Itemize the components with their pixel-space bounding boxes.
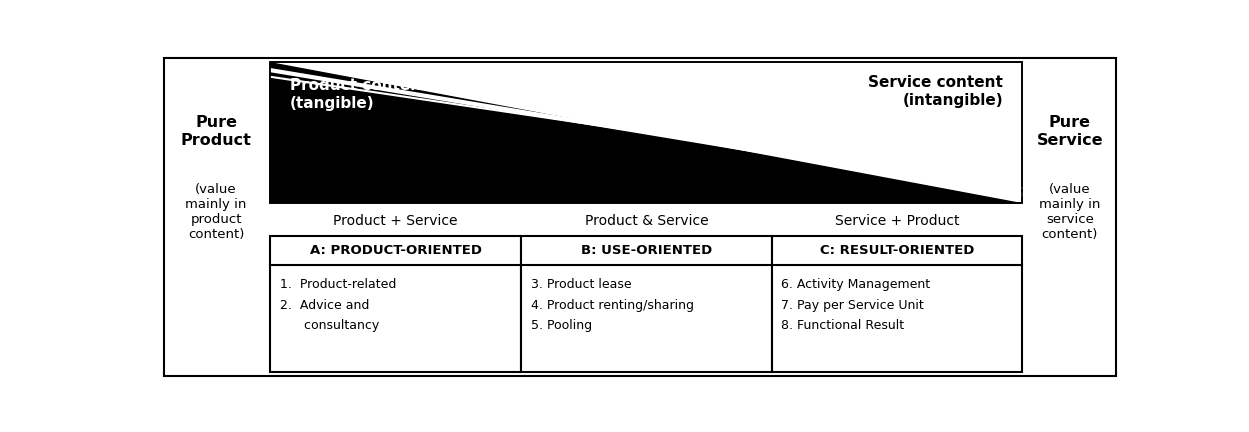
Text: Product & Service: Product & Service [585, 214, 708, 229]
Bar [521, 236, 772, 372]
Text: Product content
(tangible): Product content (tangible) [290, 79, 428, 111]
Text: C: RESULT-ORIENTED: C: RESULT-ORIENTED [819, 244, 974, 257]
Text: 1.  Product-related
2.  Advice and
      consultancy: 1. Product-related 2. Advice and consult… [280, 278, 396, 332]
Text: B: USE-ORIENTED: B: USE-ORIENTED [581, 244, 712, 257]
Text: Service content
(intangible): Service content (intangible) [868, 75, 1003, 108]
Text: 6. Activity Management
7. Pay per Service Unit
8. Functional Result: 6. Activity Management 7. Pay per Servic… [782, 278, 931, 332]
Text: (value
mainly in
service
content): (value mainly in service content) [1039, 182, 1100, 241]
Text: (value
mainly in
product
content): (value mainly in product content) [185, 182, 247, 241]
Polygon shape [270, 62, 1023, 203]
Bar [772, 236, 1023, 372]
Text: 3. Product lease
4. Product renting/sharing
5. Pooling: 3. Product lease 4. Product renting/shar… [531, 278, 693, 332]
Text: Pure
Service: Pure Service [1037, 115, 1103, 148]
Bar [270, 62, 1023, 203]
Text: Pure
Product: Pure Product [181, 115, 251, 148]
Text: Product + Service: Product + Service [333, 214, 458, 229]
Bar [270, 236, 521, 372]
Bar [270, 62, 1023, 203]
Text: A: PRODUCT-ORIENTED: A: PRODUCT-ORIENTED [310, 244, 482, 257]
Text: Service + Product: Service + Product [834, 214, 959, 229]
